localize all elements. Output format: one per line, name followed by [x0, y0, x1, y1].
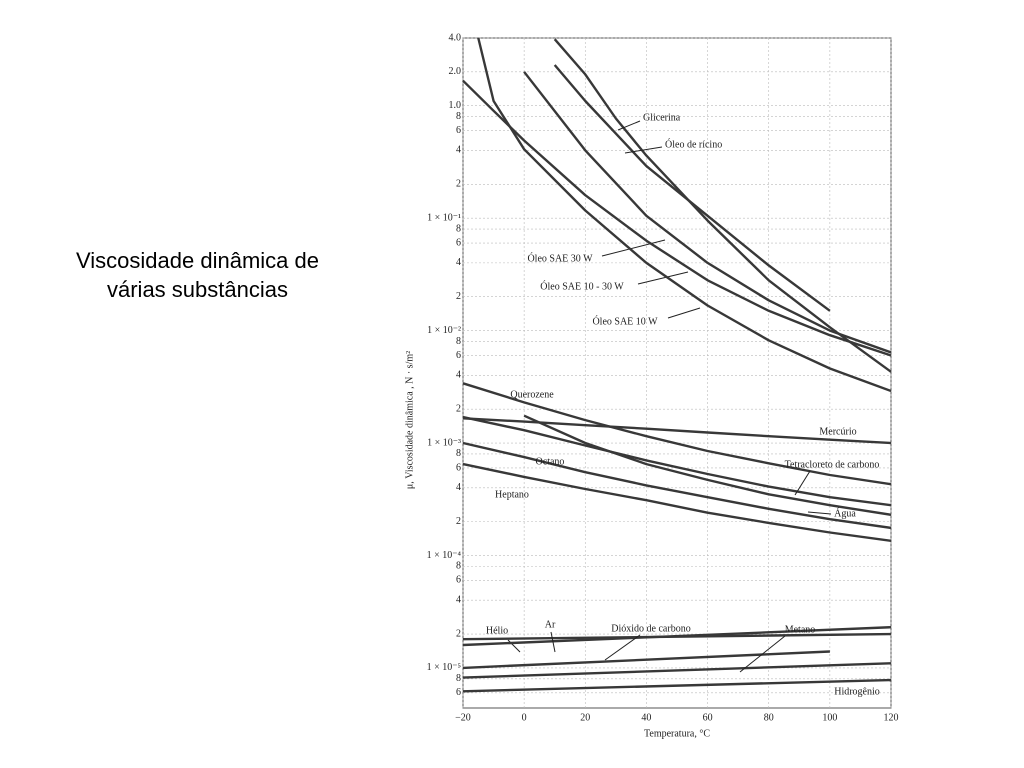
y-tick-label: 6: [456, 462, 461, 473]
y-axis-label: μ, Viscosidade dinâmica , N · s/m²: [404, 351, 415, 489]
y-tick-label: 6: [456, 237, 461, 248]
series-label: Ar: [545, 619, 556, 630]
label-arrow: [624, 146, 663, 154]
series-label: Água: [834, 507, 856, 519]
y-tick-label: 1 × 10⁻⁴: [427, 550, 462, 561]
series-line: [462, 441, 892, 530]
label-arrow: [739, 635, 786, 673]
y-tick-label: 8: [456, 111, 461, 122]
label-arrow: [617, 120, 641, 131]
series-line: [462, 417, 892, 445]
x-tick-label: 0: [522, 712, 527, 723]
y-tick-label: 4: [456, 370, 461, 381]
series-label: Óleo SAE 10 - 30 W: [540, 280, 624, 292]
series-line: [553, 38, 892, 373]
label-arrow: [794, 470, 811, 496]
series-label: Óleo de rícino: [665, 138, 722, 150]
x-tick-label: 120: [884, 712, 899, 723]
x-tick-label: −20: [455, 712, 471, 723]
series-label: Glicerina: [643, 112, 681, 123]
label-arrow: [807, 511, 832, 515]
y-tick-label: 4.0: [449, 32, 462, 43]
y-tick-label: 6: [456, 350, 461, 361]
series-label: Óleo SAE 10 W: [592, 315, 658, 327]
label-arrow: [550, 631, 556, 653]
y-tick-label: 8: [456, 223, 461, 234]
y-tick-label: 8: [456, 336, 461, 347]
y-tick-label: 6: [456, 125, 461, 136]
slide-title: Viscosidade dinâmica de várias substânci…: [76, 248, 319, 302]
series-line: [462, 415, 892, 507]
y-tick-label: 8: [456, 673, 461, 684]
series-label: Hidrogênio: [834, 686, 880, 697]
label-arrow: [601, 239, 666, 257]
series-line: [462, 382, 892, 486]
y-tick-label: 2: [456, 291, 461, 302]
y-tick-label: 6: [456, 575, 461, 586]
y-tick-label: 8: [456, 561, 461, 572]
x-tick-label: 20: [580, 712, 590, 723]
x-axis-label: Temperatura, °C: [644, 728, 710, 739]
series-line: [523, 414, 892, 516]
series-label: Dióxido de carbono: [611, 623, 690, 634]
series-label: Querozene: [510, 389, 554, 400]
y-tick-label: 1 × 10⁻⁵: [427, 662, 461, 673]
series-line: [462, 678, 892, 693]
series-label: Heptano: [495, 489, 529, 500]
series-label: Hélio: [486, 625, 508, 636]
y-tick-label: 1 × 10⁻¹: [427, 212, 461, 223]
series-line: [462, 626, 892, 647]
series-line: [477, 37, 892, 393]
series-label: Mercúrio: [819, 426, 856, 437]
label-arrow: [637, 271, 689, 285]
y-tick-label: 1 × 10⁻²: [427, 325, 461, 336]
series-label: Óleo SAE 30 W: [527, 252, 593, 264]
series-line: [523, 71, 892, 354]
x-tick-label: 60: [703, 712, 713, 723]
y-tick-label: 4: [456, 145, 461, 156]
series-line: [462, 462, 892, 542]
y-tick-label: 1 × 10⁻³: [427, 437, 461, 448]
y-tick-label: 2: [456, 403, 461, 414]
series-label: Tetracloreto de carbono: [785, 459, 880, 470]
y-tick-label: 4: [456, 257, 461, 268]
series-line: [553, 64, 831, 312]
label-arrow: [667, 307, 701, 319]
y-tick-label: 4: [456, 482, 461, 493]
y-tick-label: 2.0: [449, 66, 462, 77]
series-line: [462, 650, 830, 670]
series-line: [462, 662, 892, 679]
y-tick-label: 2: [456, 628, 461, 639]
y-tick-label: 6: [456, 687, 461, 698]
y-tick-label: 1.0: [449, 100, 462, 111]
x-tick-label: 100: [822, 712, 837, 723]
y-tick-label: 8: [456, 448, 461, 459]
label-arrow: [604, 634, 641, 661]
series-label: Octano: [536, 456, 565, 467]
y-tick-label: 2: [456, 179, 461, 190]
series-line: [462, 79, 892, 357]
series-label: Metano: [785, 624, 816, 635]
y-tick-label: 2: [456, 516, 461, 527]
x-tick-label: 40: [641, 712, 651, 723]
y-tick-label: 4: [456, 595, 461, 606]
x-tick-label: 80: [764, 712, 774, 723]
